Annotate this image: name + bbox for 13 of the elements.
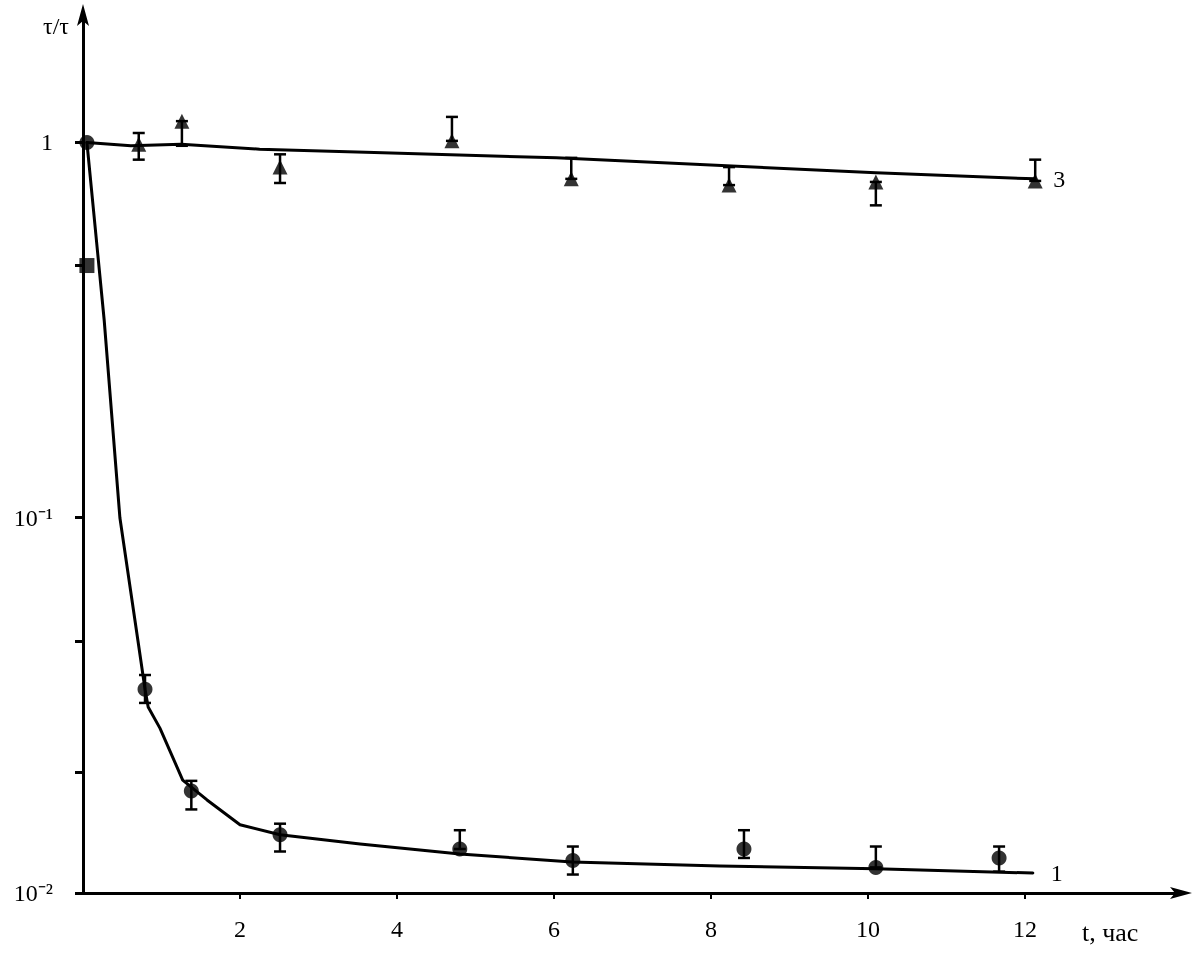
y-tick-label: 1 (41, 129, 53, 156)
x-tick-label: 12 (1013, 916, 1037, 942)
y-tick-label: 10⁻² (13, 880, 53, 906)
x-tick-label: 10 (856, 916, 880, 942)
y-tick-label: 10⁻¹ (13, 504, 53, 531)
x-tick-label: 4 (391, 916, 403, 942)
x-tick-label: 2 (234, 916, 246, 942)
x-tick-label: 6 (548, 916, 560, 942)
series-label: 3 (1053, 165, 1066, 192)
x-axis-title: t, час (1082, 917, 1139, 947)
x-tick-label: 8 (705, 916, 717, 942)
y-axis-title: τ/τ (43, 13, 70, 39)
series-label: 1 (1050, 860, 1063, 887)
